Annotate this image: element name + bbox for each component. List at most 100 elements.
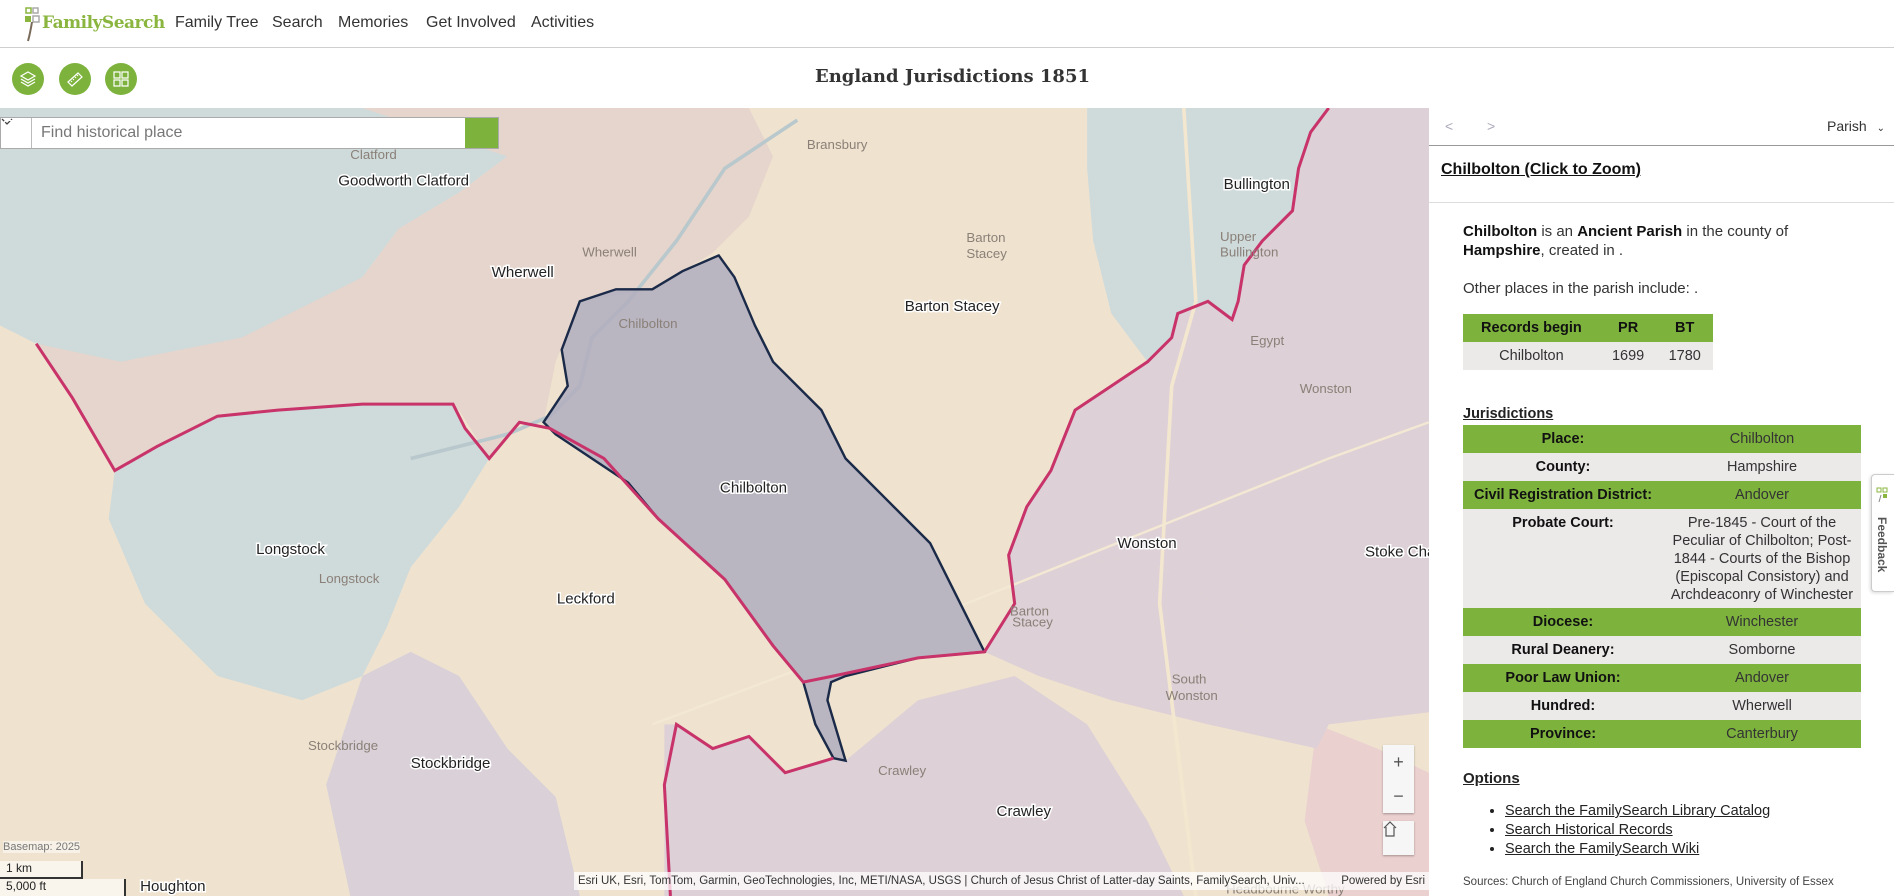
map-label: Bullington — [1220, 245, 1278, 260]
map-label: Upper — [1220, 229, 1257, 244]
other-places: Other places in the parish include: . — [1463, 280, 1699, 297]
feedback-logo-icon — [1876, 487, 1888, 503]
map-label: Stockbridge — [308, 738, 378, 753]
sidebar-nav: < > Parish ⌄ — [1429, 108, 1894, 146]
basemap-gallery-button[interactable] — [105, 63, 137, 95]
nav-search[interactable]: Search — [272, 14, 323, 31]
row-key: Province: — [1463, 720, 1663, 748]
divider — [1429, 202, 1894, 203]
map-label: Wonston — [1117, 535, 1176, 552]
zoom-in-button[interactable]: + — [1393, 751, 1404, 772]
scale-bar-metric: 1 km — [0, 861, 83, 879]
desc-text: in the county of — [1682, 223, 1789, 240]
map-label: Stacey — [966, 246, 1007, 261]
search-button[interactable] — [2, 118, 498, 148]
search-icon — [2, 119, 18, 135]
feedback-tab[interactable]: Feedback — [1871, 474, 1894, 592]
row-key: County: — [1463, 453, 1663, 481]
click-to-zoom-link[interactable]: (Click to Zoom) — [1524, 161, 1641, 178]
desc-type: Ancient Parish — [1577, 223, 1683, 240]
table-row: Province: Canterbury — [1463, 720, 1861, 748]
level-select[interactable]: Parish ⌄ — [1827, 118, 1885, 134]
row-key: Poor Law Union: — [1463, 664, 1663, 692]
table-cell: 1780 — [1656, 342, 1713, 370]
map-label: Longstock — [319, 571, 380, 586]
library-catalog-link[interactable]: Search the FamilySearch Library Catalog — [1505, 803, 1771, 819]
region-bullington — [1087, 108, 1329, 362]
table-header: PR — [1599, 314, 1657, 342]
jurisdictions-heading: Jurisdictions — [1463, 406, 1554, 422]
table-row: Place: Chilbolton — [1463, 425, 1861, 453]
table-header: BT — [1656, 314, 1713, 342]
historical-records-link[interactable]: Search Historical Records — [1505, 822, 1673, 838]
options-heading: Options — [1463, 770, 1520, 787]
search-input[interactable] — [32, 118, 465, 148]
map-label: Egypt — [1250, 333, 1284, 348]
nav-activities[interactable]: Activities — [531, 14, 595, 31]
parish-boundary — [662, 721, 834, 896]
map-label: Leckford — [557, 591, 615, 608]
map-label: Bullington — [1224, 176, 1290, 193]
layers-icon — [19, 71, 37, 87]
tree-logo-icon — [25, 7, 40, 42]
row-value: Winchester — [1663, 608, 1861, 636]
row-key: Rural Deanery: — [1463, 636, 1663, 664]
table-row: Rural Deanery: Somborne — [1463, 636, 1861, 664]
powered-by-esri[interactable]: Powered by Esri — [1341, 875, 1425, 887]
road — [1157, 108, 1198, 896]
wiki-link[interactable]: Search the FamilySearch Wiki — [1505, 841, 1700, 857]
map-label: Barton Stacey — [905, 298, 1000, 315]
map-label: Crawley — [997, 803, 1052, 820]
map-label: Stoke Cha — [1365, 543, 1429, 560]
map-view[interactable]: Clatford Goodworth Clatford Bransbury Bu… — [0, 108, 1429, 896]
nav-memories[interactable]: Memories — [338, 14, 409, 31]
home-button[interactable] — [1383, 821, 1414, 855]
page-title: England Jurisdictions 1851 — [814, 66, 1091, 87]
map-canvas[interactable]: Clatford Goodworth Clatford Bransbury Bu… — [0, 108, 1429, 896]
place-name-link[interactable]: Chilbolton — [1441, 161, 1521, 178]
row-value: Pre-1845 - Court of the Peculiar of Chil… — [1663, 509, 1861, 608]
place-title: Chilbolton (Click to Zoom) — [1441, 161, 1641, 179]
measure-button[interactable] — [59, 63, 91, 95]
map-label: South — [1172, 671, 1207, 686]
home-icon — [1383, 821, 1397, 837]
sources-text: Sources: Church of England Church Commis… — [1463, 876, 1834, 888]
table-row: Hundred: Wherwell — [1463, 692, 1861, 720]
map-label: Wonston — [1300, 381, 1352, 396]
desc-name: Chilbolton — [1463, 223, 1538, 240]
map-label: Wherwell — [582, 245, 637, 260]
row-value: Chilbolton — [1663, 425, 1861, 453]
region-stockbridge — [326, 651, 580, 896]
nav-get-involved[interactable]: Get Involved — [426, 14, 516, 31]
chevron-down-icon: ⌄ — [1876, 123, 1885, 134]
feedback-label: Feedback — [1875, 517, 1889, 573]
records-begin-table: Records begin PR BT Chilbolton 1699 1780 — [1463, 314, 1713, 370]
row-value: Hampshire — [1663, 453, 1861, 481]
nav-family-tree[interactable]: Family Tree — [175, 14, 259, 31]
row-value: Andover — [1663, 481, 1861, 509]
table-row: Civil Registration District: Andover — [1463, 481, 1861, 509]
map-label: Houghton — [140, 878, 205, 895]
attribution-text[interactable]: Esri UK, Esri, TomTom, Garmin, GeoTechno… — [578, 875, 1305, 887]
jurisdictions-table: Place: Chilbolton County: Hampshire Civil … — [1463, 425, 1861, 748]
map-label: Wonston — [1166, 688, 1218, 703]
county-boundary — [34, 108, 1330, 684]
desc-county: Hampshire — [1463, 242, 1541, 259]
row-key: Civil Registration District: — [1463, 481, 1663, 509]
map-label: Chilbolton — [618, 316, 677, 331]
zoom-out-button[interactable]: − — [1393, 785, 1404, 806]
next-button[interactable]: > — [1487, 118, 1496, 134]
zoom-controls: + − — [1383, 745, 1414, 813]
map-label: Longstock — [256, 541, 325, 558]
chilbolton-parish-polygon[interactable] — [542, 253, 987, 763]
top-header: FamilySearch Family Tree Search Memories… — [0, 0, 1894, 48]
previous-button[interactable]: < — [1445, 118, 1454, 134]
row-key: Probate Court: — [1463, 509, 1663, 608]
map-label: Goodworth Clatford — [338, 172, 469, 189]
familysearch-logo[interactable]: FamilySearch — [24, 2, 165, 42]
table-row: Chilbolton 1699 1780 — [1463, 342, 1713, 370]
ruler-icon — [67, 72, 83, 87]
level-select-value: Parish — [1827, 118, 1867, 134]
map-label: Barton — [1010, 604, 1049, 619]
layers-button[interactable] — [12, 63, 44, 95]
